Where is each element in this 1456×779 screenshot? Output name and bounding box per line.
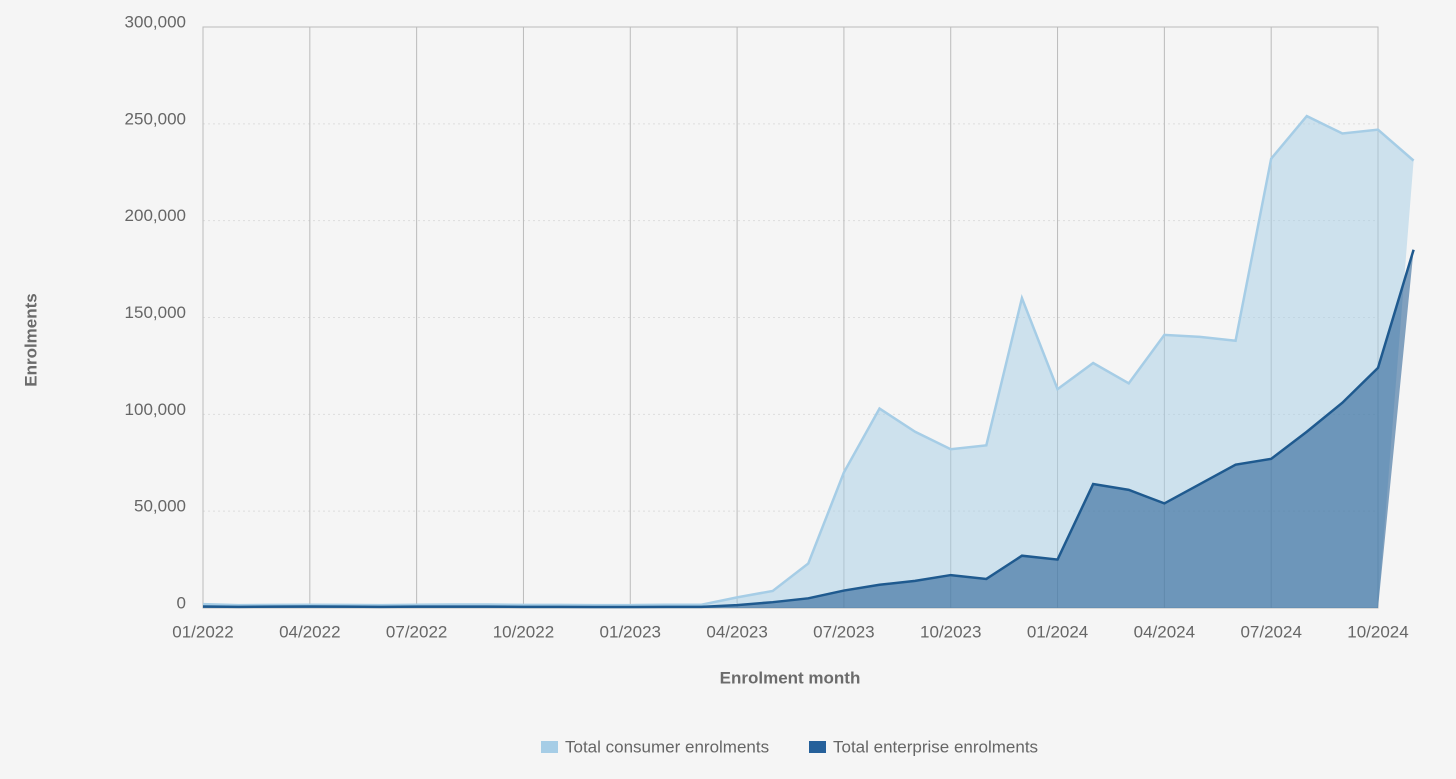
legend-swatch (541, 741, 558, 753)
x-tick-label: 01/2023 (600, 622, 661, 641)
y-tick-label: 0 (177, 593, 186, 612)
legend-label: Total consumer enrolments (565, 737, 769, 756)
y-tick-label: 100,000 (125, 400, 186, 419)
x-tick-label: 10/2022 (493, 622, 554, 641)
y-tick-label: 250,000 (125, 109, 186, 128)
area (203, 249, 1414, 608)
x-tick-label: 01/2024 (1027, 622, 1088, 641)
x-tick-label: 04/2024 (1134, 622, 1195, 641)
y-tick-label: 200,000 (125, 206, 186, 225)
x-tick-label: 10/2023 (920, 622, 981, 641)
x-tick-label: 07/2024 (1240, 622, 1301, 641)
y-tick-label: 300,000 (125, 12, 186, 31)
y-tick-label: 150,000 (125, 303, 186, 322)
y-tick-label: 50,000 (134, 497, 186, 516)
x-tick-label: 04/2022 (279, 622, 340, 641)
x-tick-label: 01/2022 (172, 622, 233, 641)
line (202, 249, 1415, 609)
x-tick-label: 10/2024 (1347, 622, 1408, 641)
y-axis-title: Enrolments (21, 293, 40, 387)
area (203, 116, 1414, 608)
x-tick-label: 04/2023 (706, 622, 767, 641)
x-axis-title: Enrolment month (720, 668, 861, 687)
x-tick-label: 07/2023 (813, 622, 874, 641)
legend-label: Total enterprise enrolments (833, 737, 1038, 756)
x-tick-label: 07/2022 (386, 622, 447, 641)
legend-swatch (809, 741, 826, 753)
line (202, 114, 1415, 607)
